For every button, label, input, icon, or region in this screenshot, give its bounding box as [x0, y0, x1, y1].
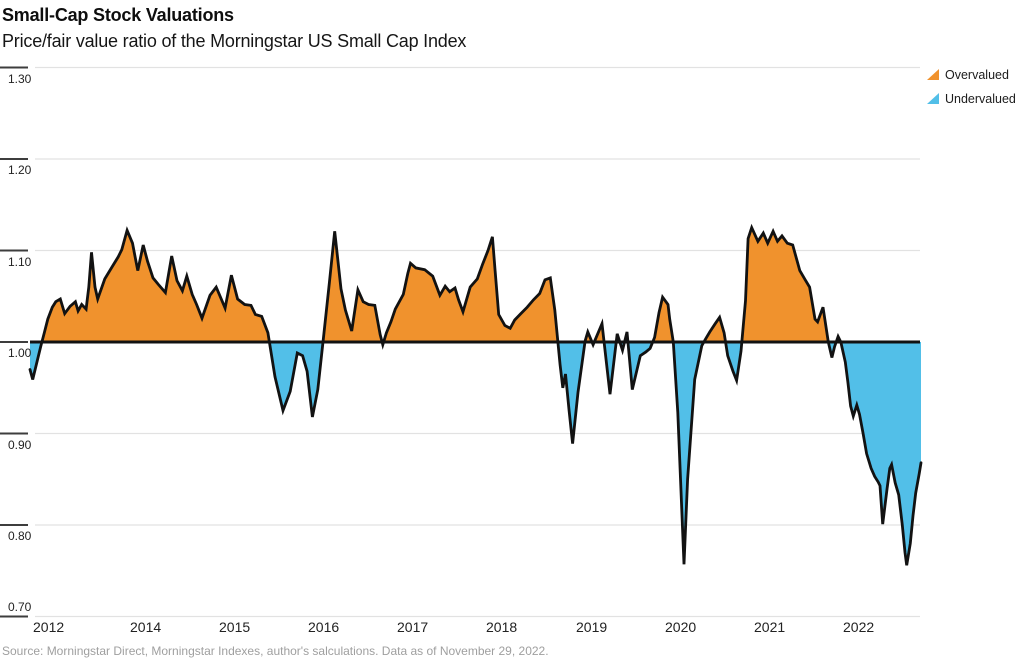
- source-note: Source: Morningstar Direct, Morningstar …: [2, 644, 549, 658]
- y-tick-label: 1.10: [8, 254, 32, 269]
- x-tick-label: 2021: [754, 619, 786, 635]
- legend-item-overvalued: Overvalued: [926, 66, 1022, 83]
- y-tick-label: 0.90: [8, 437, 32, 452]
- x-tick-label: 2016: [308, 619, 340, 635]
- chart-subtitle: Price/fair value ratio of the Morningsta…: [2, 31, 467, 51]
- x-tick-label: 2020: [665, 619, 697, 635]
- legend-item-undervalued: Undervalued: [926, 90, 1022, 107]
- x-tick-label: 2022: [843, 619, 875, 635]
- legend-label-overvalued: Overvalued: [945, 67, 1009, 82]
- x-tick-label: 2015: [219, 619, 251, 635]
- legend-label-undervalued: Undervalued: [945, 91, 1016, 106]
- overvalued-triangle-icon: [927, 69, 939, 80]
- x-tick-label: 2014: [130, 619, 162, 635]
- x-tick-label: 2018: [486, 619, 518, 635]
- chart-title: Small-Cap Stock Valuations: [2, 5, 234, 25]
- x-tick-label: 2017: [397, 619, 429, 635]
- x-tick-label: 2019: [576, 619, 608, 635]
- undervalued-triangle-icon: [927, 93, 939, 104]
- y-tick-label: 0.80: [8, 529, 32, 543]
- y-tick-label: 1.00: [8, 346, 32, 360]
- y-tick-label: 0.70: [8, 599, 32, 614]
- y-tick-label: 1.20: [8, 163, 32, 177]
- x-tick-label: 2012: [33, 619, 65, 635]
- y-tick-label: 1.30: [8, 71, 32, 86]
- legend: Overvalued Undervalued: [926, 66, 1022, 114]
